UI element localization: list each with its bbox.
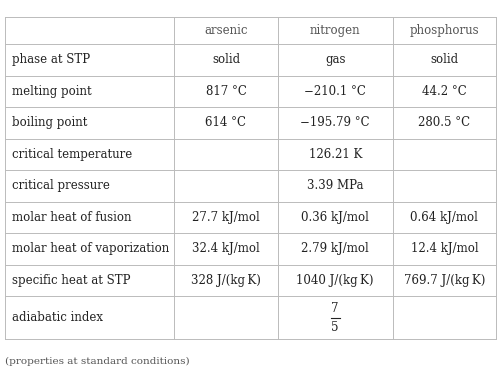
Text: solid: solid [430, 53, 458, 66]
Text: 3.39 MPa: 3.39 MPa [307, 179, 363, 192]
Text: 280.5 °C: 280.5 °C [418, 116, 470, 129]
Text: 32.4 kJ/mol: 32.4 kJ/mol [192, 242, 260, 255]
Text: adiabatic index: adiabatic index [12, 311, 103, 324]
Text: critical pressure: critical pressure [12, 179, 109, 192]
Text: 44.2 °C: 44.2 °C [422, 85, 467, 98]
Text: phase at STP: phase at STP [12, 53, 90, 66]
Text: phosphorus: phosphorus [410, 24, 479, 37]
Text: molar heat of fusion: molar heat of fusion [12, 211, 131, 224]
Text: 0.36 kJ/mol: 0.36 kJ/mol [301, 211, 369, 224]
Text: arsenic: arsenic [204, 24, 247, 37]
Text: 126.21 K: 126.21 K [309, 148, 362, 161]
Text: 1040 J/(kg K): 1040 J/(kg K) [297, 274, 374, 287]
Text: 817 °C: 817 °C [205, 85, 246, 98]
Text: 769.7 J/(kg K): 769.7 J/(kg K) [404, 274, 485, 287]
Text: 7: 7 [332, 302, 339, 315]
Text: 12.4 kJ/mol: 12.4 kJ/mol [411, 242, 478, 255]
Text: nitrogen: nitrogen [310, 24, 361, 37]
Text: critical temperature: critical temperature [12, 148, 132, 161]
Text: boiling point: boiling point [12, 116, 87, 129]
Text: 2.79 kJ/mol: 2.79 kJ/mol [301, 242, 369, 255]
Text: −195.79 °C: −195.79 °C [301, 116, 370, 129]
Text: molar heat of vaporization: molar heat of vaporization [12, 242, 169, 255]
Text: melting point: melting point [12, 85, 91, 98]
Text: −210.1 °C: −210.1 °C [304, 85, 366, 98]
Text: 0.64 kJ/mol: 0.64 kJ/mol [410, 211, 478, 224]
Text: 614 °C: 614 °C [205, 116, 246, 129]
Text: gas: gas [325, 53, 346, 66]
Text: solid: solid [212, 53, 240, 66]
Text: specific heat at STP: specific heat at STP [12, 274, 130, 287]
Text: 328 J/(kg K): 328 J/(kg K) [191, 274, 261, 287]
Text: (properties at standard conditions): (properties at standard conditions) [5, 357, 190, 366]
Text: 27.7 kJ/mol: 27.7 kJ/mol [192, 211, 260, 224]
Text: 5: 5 [332, 321, 339, 334]
